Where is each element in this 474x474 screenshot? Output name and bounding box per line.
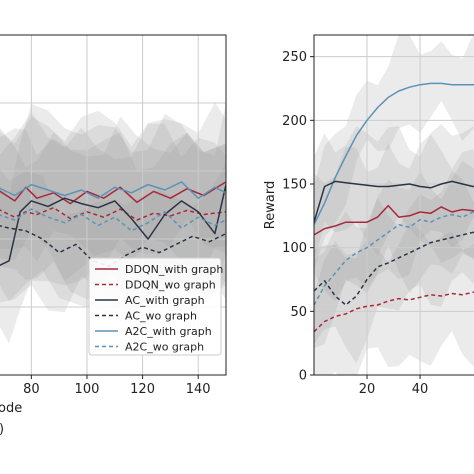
left-x-tick-label: 140 [186,382,211,397]
right-plot-area [314,35,474,375]
legend-label-ddqn-with-graph: DDQN_with graph [125,263,223,276]
legend-label-ac-wo-graph: AC_wo graph [125,310,197,323]
left-x-tick-label: 80 [23,382,40,397]
right-y-tick-label: 100 [282,241,307,256]
left-line-a2c-with-graph [0,181,226,199]
right-y-tick-label: 250 [282,50,307,65]
legend-label-ddqn-wo-graph: DDQN_wo graph [125,279,216,292]
left-line-ddqn-wo-graph [0,206,226,221]
legend-label-a2c-with-graph: A2C_with graph [125,325,212,338]
right-y-tick-label: 200 [282,114,307,129]
legend-label-a2c-wo-graph: A2C_wo graph [125,341,204,354]
left-band-ddqn-with-graph [0,116,226,266]
legend-box [88,257,222,356]
right-band-a2c-wo-graph [314,160,474,348]
left-x-tick-label: 120 [130,382,155,397]
right-band-ddqn-wo-graph [314,222,474,375]
right-band-ac-wo-graph [314,170,474,364]
right-chart-panel: 20 40 0 50 100 150 200 250 [282,34,474,397]
left-line-a2c-wo-graph [0,208,226,232]
left-chart-panel: 80 100 120 140 DDQN_with graph DDQN_wo graph A… [0,34,227,397]
left-line-ddqn-with-graph [0,181,226,205]
right-y-axis-label: Reward [263,181,278,229]
right-line-a2c-wo-graph [314,211,474,306]
right-y-tick-label: 0 [299,369,307,384]
legend: DDQN_with graph DDQN_wo graph AC_with grap… [88,257,223,356]
right-line-ddqn-wo-graph [314,291,474,333]
left-x-axis-label: ode [0,401,22,416]
right-line-ac-wo-graph [314,231,474,306]
right-y-tick-label: 150 [282,177,307,192]
right-band-ac-with-graph [314,124,474,263]
panel-label: ) [0,422,4,437]
left-band-ac-wo-graph [0,162,226,325]
left-axes-frame [0,34,227,376]
right-y-tick-label: 50 [290,305,307,320]
legend-label-ac-with-graph: AC_with graph [125,294,205,307]
right-line-a2c-with-graph [314,82,474,226]
right-line-ac-with-graph [314,180,474,223]
right-line-ddqn-with-graph [314,204,474,236]
right-band-ddqn-with-graph [314,134,474,302]
left-line-ac-with-graph [0,184,226,267]
left-x-tick-label: 100 [75,382,100,397]
right-x-tick-label: 40 [412,382,429,397]
right-x-tick-label: 20 [359,382,376,397]
right-band-a2c-with-graph [314,35,474,270]
right-axes-frame [313,34,474,376]
